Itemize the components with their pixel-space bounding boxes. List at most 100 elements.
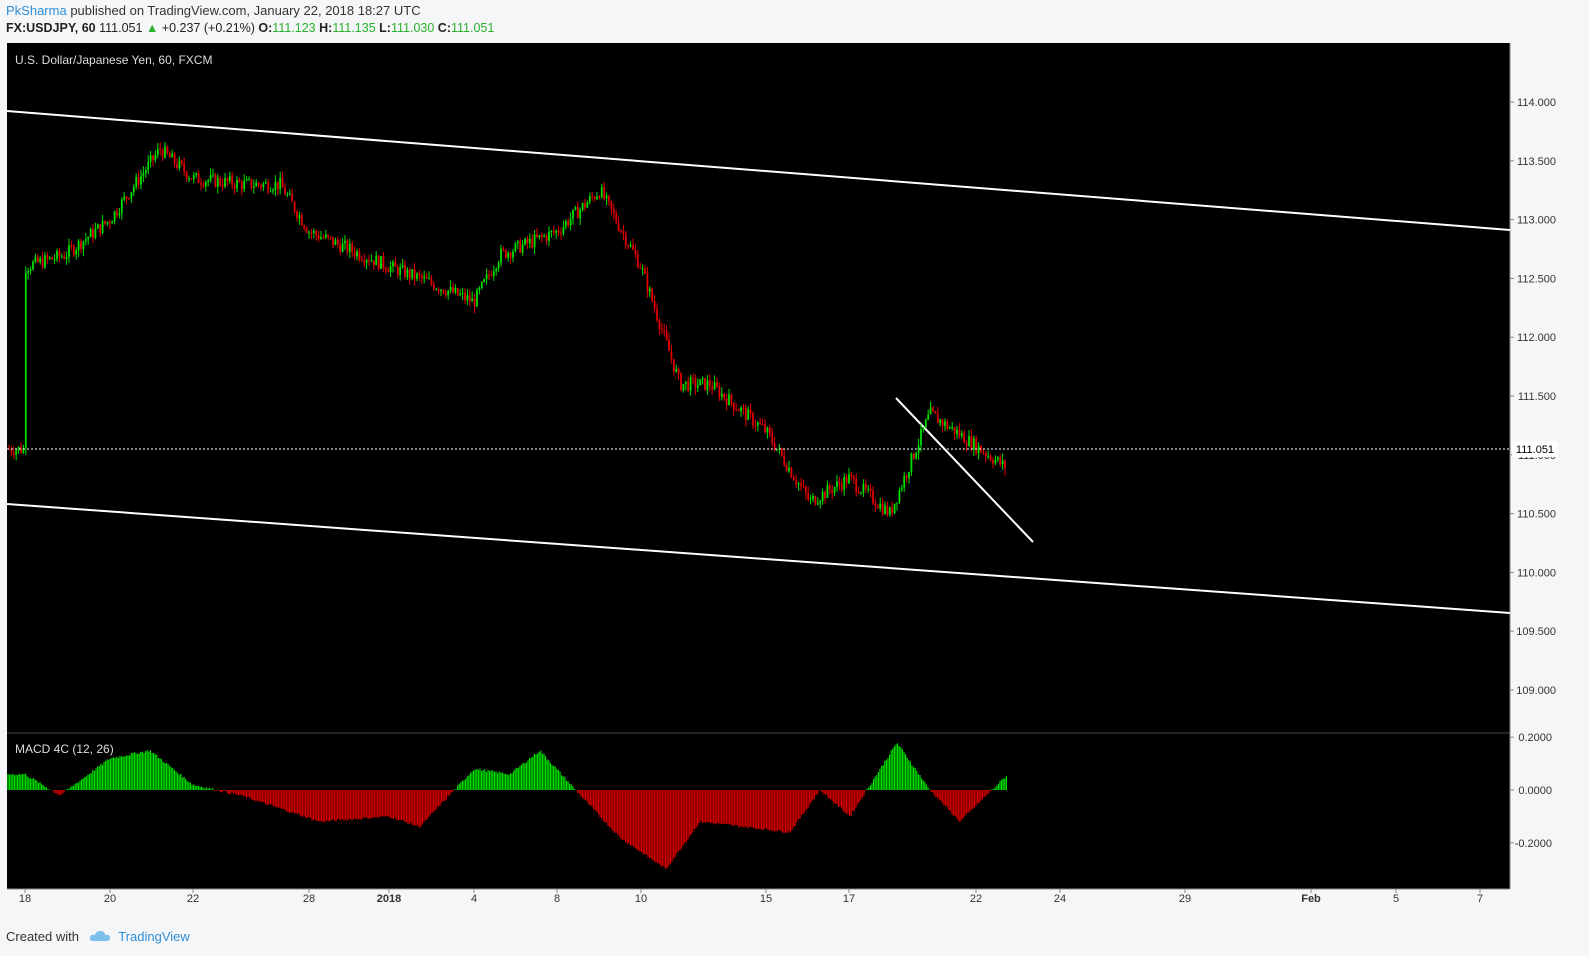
candle-body <box>812 496 814 499</box>
candle-body <box>168 153 171 158</box>
candle-body <box>156 148 159 155</box>
candle-body <box>461 292 464 294</box>
candle-body <box>507 252 510 258</box>
candle-body <box>790 467 793 478</box>
candle-body <box>82 241 85 250</box>
candle-body <box>252 186 255 188</box>
candle-body <box>536 234 538 238</box>
candle-body <box>732 402 735 410</box>
trendline[interactable] <box>6 110 1511 231</box>
candle-body <box>567 221 570 226</box>
candle-body <box>504 249 507 258</box>
candle-body <box>833 487 836 493</box>
candle-body <box>910 453 913 473</box>
candle-body <box>144 170 147 174</box>
candle-body <box>197 173 200 183</box>
candle-body <box>550 230 553 232</box>
candle-body <box>389 266 392 273</box>
candle-body <box>231 176 234 186</box>
trendlines[interactable] <box>6 110 1511 614</box>
time-axis[interactable]: 18 20 22 28 2018 4 8 10 15 17 22 24 29 Feb 5 7 <box>19 889 1483 905</box>
candle-body <box>243 180 246 190</box>
candle-body <box>720 393 723 398</box>
candle-body <box>257 182 260 185</box>
candle-body <box>423 276 426 279</box>
candle-body <box>485 274 488 280</box>
author-link[interactable]: PkSharma <box>6 3 67 18</box>
candle-body <box>646 273 649 292</box>
candle-body <box>749 409 752 414</box>
candle-body <box>540 235 543 237</box>
candle-body <box>588 196 591 203</box>
open-label: O: <box>258 21 273 35</box>
candle-body <box>310 232 313 234</box>
trendline[interactable] <box>6 503 1511 614</box>
candle-body <box>188 178 190 180</box>
candle-body <box>336 239 339 245</box>
candle-body <box>980 445 982 453</box>
last-price: 111.051 <box>99 21 143 35</box>
candle-body <box>192 175 195 180</box>
candle-body <box>828 485 831 491</box>
candle-body <box>171 153 174 158</box>
candle-body <box>975 438 978 454</box>
time-tick-label: 15 <box>760 893 772 905</box>
candle-body <box>324 234 327 238</box>
candle-body <box>836 481 838 488</box>
tradingview-link[interactable]: TradingView <box>118 929 190 944</box>
footer: Created with TradingView <box>6 929 190 945</box>
candle-body <box>773 443 776 451</box>
candle-body <box>334 239 337 245</box>
candle-body <box>44 255 46 268</box>
candle-body <box>653 300 656 309</box>
candle-body <box>622 231 625 234</box>
candle-body <box>912 453 915 459</box>
candle-body <box>320 237 322 240</box>
candle-body <box>89 229 92 238</box>
candle-body <box>576 207 579 219</box>
candle-body <box>704 378 706 390</box>
time-tick-label: 4 <box>471 893 477 905</box>
trendline[interactable] <box>895 397 1034 543</box>
time-tick-label: 10 <box>635 893 647 905</box>
candle-body <box>984 453 987 457</box>
candle-body <box>440 289 442 292</box>
candle-body <box>212 174 214 176</box>
candle-body <box>288 193 291 195</box>
low-value: 111.030 <box>390 21 435 35</box>
macd-axis[interactable]: 0.2000 0.0000 -0.2000 <box>1510 732 1552 850</box>
candle-body <box>396 266 399 276</box>
candle-body <box>447 290 450 296</box>
candle-body <box>286 194 289 196</box>
candle-body <box>68 245 70 257</box>
candle-body <box>932 407 934 412</box>
candle-body <box>490 275 493 277</box>
candle-body <box>632 245 634 250</box>
candle-body <box>149 155 152 162</box>
candle-body <box>226 177 229 182</box>
candle-body <box>478 288 481 290</box>
price-axis[interactable]: 114.000 113.500 113.000 112.500 112.000 111.5… <box>1510 97 1556 697</box>
candle-body <box>872 490 874 504</box>
candle-body <box>459 293 462 296</box>
candle-body <box>202 184 205 187</box>
plot-background <box>7 43 1510 889</box>
candle-body <box>276 181 279 190</box>
candle-body <box>382 256 385 269</box>
candle-body <box>387 270 390 273</box>
time-tick-label: 22 <box>187 893 199 905</box>
candle-body <box>970 436 973 450</box>
candle-body <box>740 407 742 412</box>
candle-body <box>754 425 757 427</box>
candle-body <box>408 269 411 279</box>
candle-body <box>569 218 572 226</box>
candle-body <box>130 192 133 199</box>
candle-body <box>752 413 754 426</box>
candle-body <box>392 261 394 267</box>
candle-body <box>125 196 128 199</box>
candle-body <box>245 179 248 181</box>
candle-body <box>701 378 704 380</box>
candle-body <box>300 215 303 226</box>
candle-body <box>711 386 714 390</box>
